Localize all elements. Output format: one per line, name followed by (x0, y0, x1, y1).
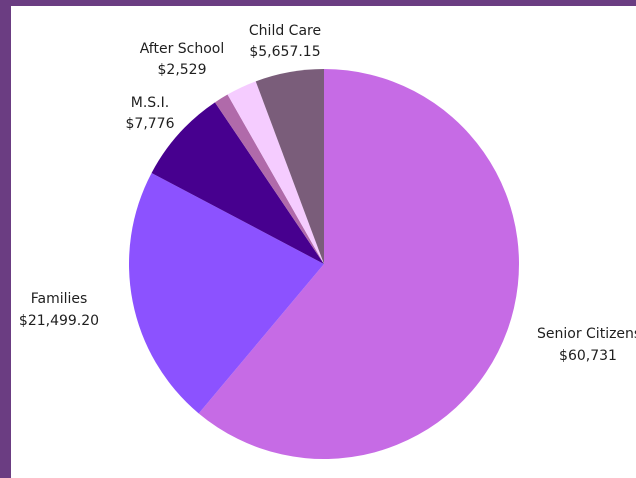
label-after-school-value: $2,529 (158, 62, 207, 78)
label-families-value: $21,499.20 (19, 313, 99, 329)
slice-after-school-4 (227, 81, 324, 264)
label-msi-value: $7,776 (126, 116, 175, 132)
label-child-care-value: $5,657.15 (249, 44, 320, 60)
slice-families-1 (129, 172, 324, 414)
label-senior-citizens-value: $60,731 (559, 348, 617, 364)
label-families-name: Families (31, 291, 88, 307)
slice-child-care-5 (255, 69, 324, 264)
pie-slices (129, 69, 519, 459)
slice-unlabeled-3 (214, 94, 324, 264)
label-child-care-name: Child Care (249, 23, 321, 39)
slice-senior-citizens-0 (198, 69, 519, 459)
slice-m-s-i-2 (151, 102, 324, 264)
label-after-school-name: After School (140, 41, 225, 57)
chart-frame: Child Care $5,657.15 After School $2,529… (11, 6, 636, 478)
label-senior-citizens-name: Senior Citizens (537, 326, 636, 342)
pie-chart: Child Care $5,657.15 After School $2,529… (19, 23, 636, 459)
label-msi-name: M.S.I. (131, 95, 169, 111)
